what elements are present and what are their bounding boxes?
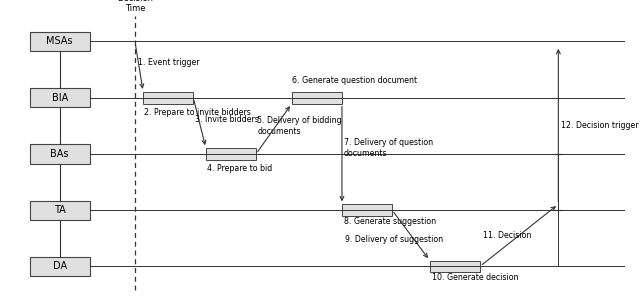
Bar [206, 148, 256, 160]
Text: 9. Delivery of suggestion: 9. Delivery of suggestion [345, 235, 444, 244]
Text: 12. Decision trigger: 12. Decision trigger [561, 121, 639, 130]
Text: BAs: BAs [51, 149, 69, 159]
Text: DA: DA [52, 262, 67, 271]
Bar [430, 261, 480, 272]
Text: 8. Generate suggestion: 8. Generate suggestion [344, 217, 436, 226]
Text: Decision
Time: Decision Time [117, 0, 153, 13]
Text: 3. Invite bidders: 3. Invite bidders [195, 115, 259, 124]
Bar [30, 144, 90, 164]
Text: BIA: BIA [52, 93, 68, 103]
Text: 11. Decision: 11. Decision [483, 231, 531, 240]
Text: 7. Delivery of question
documents: 7. Delivery of question documents [344, 138, 433, 158]
Text: 4. Prepare to bid: 4. Prepare to bid [207, 164, 273, 173]
Bar [30, 88, 90, 107]
Text: 6. Generate question document: 6. Generate question document [292, 76, 417, 85]
Text: 1. Event trigger: 1. Event trigger [138, 58, 200, 67]
Text: 2. Prepare to invite bidders: 2. Prepare to invite bidders [145, 108, 252, 117]
Text: 10. Generate decision: 10. Generate decision [431, 273, 518, 282]
Bar [292, 92, 342, 104]
Text: TA: TA [54, 205, 65, 215]
Bar [30, 32, 90, 51]
Bar [30, 201, 90, 220]
Bar [342, 204, 392, 216]
Bar [143, 92, 193, 104]
Text: 5. Delivery of bidding
documents: 5. Delivery of bidding documents [257, 116, 342, 136]
Text: MSAs: MSAs [47, 37, 73, 47]
Bar [30, 257, 90, 276]
